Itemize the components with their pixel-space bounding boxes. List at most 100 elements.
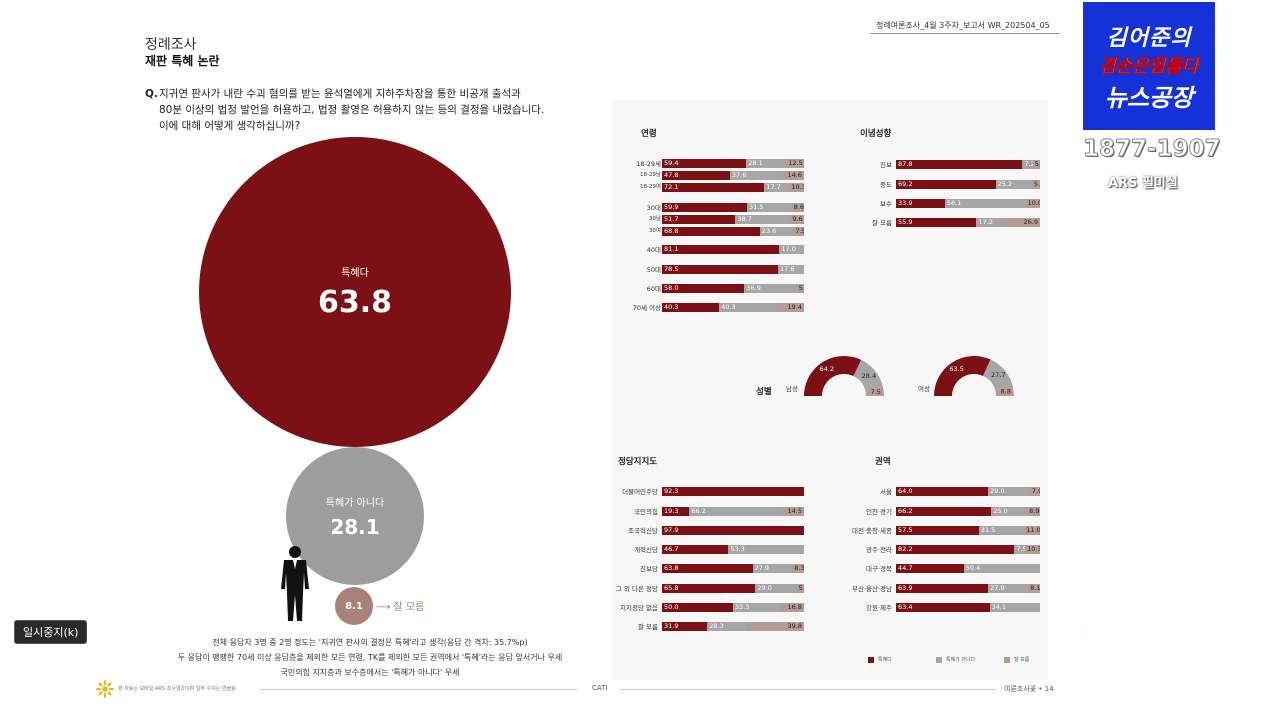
no-bubble-value: 28.1 bbox=[330, 514, 380, 539]
bar-row-label: 진보당 bbox=[640, 565, 658, 573]
bar-segment: 78.5 bbox=[662, 265, 778, 274]
bar-segment: 8.1 bbox=[1028, 584, 1040, 593]
bar-segment: 10.3 bbox=[1025, 545, 1040, 554]
bar-segment: 28.1 bbox=[746, 159, 787, 168]
legend-yes: 특혜다 bbox=[868, 656, 892, 663]
region-title: 권역 bbox=[875, 457, 891, 467]
bar-row-label: 국민의힘 bbox=[634, 508, 658, 516]
bar-segment: 33.9 bbox=[896, 199, 945, 208]
bar-segment: 81.1 bbox=[662, 245, 780, 254]
summary-line-1: 전체 응답자 3명 중 2명 정도는 '지귀연 판사의 결정은 특혜'라고 생각… bbox=[212, 638, 528, 647]
bar-row-label: 18-29남 bbox=[639, 172, 661, 178]
stacked-bar: 69.225.25.6 bbox=[896, 180, 1040, 189]
bar-segment: 14.5 bbox=[783, 507, 804, 516]
footer-divider-left bbox=[260, 689, 578, 690]
stacked-bar: 46.7 53.3 bbox=[662, 545, 804, 554]
bar-segment: 5.2 bbox=[796, 584, 804, 593]
bar-segment: 8.3 bbox=[792, 564, 804, 573]
dk-bubble: 8.1 bbox=[335, 587, 373, 625]
bar-segment: 40.3 bbox=[662, 303, 720, 312]
logo-line-3: 뉴스공장 bbox=[1104, 83, 1194, 112]
bar-row-label: 50대 bbox=[646, 266, 661, 274]
stacked-bar: 65.829.05.2 bbox=[662, 584, 804, 593]
bar-segment: 5.6 bbox=[1031, 180, 1040, 189]
bar-segment: 46.7 bbox=[662, 545, 729, 554]
bar-segment: 31.5 bbox=[747, 203, 792, 212]
yes-bubble-label: 특혜다 bbox=[341, 268, 369, 279]
bar-row-label: 30여 bbox=[648, 228, 661, 234]
stacked-bar: 55.9 17.2 26.9 bbox=[896, 218, 1040, 227]
summary-text: 전체 응답자 3명 중 2명 정도는 '지귀연 판사의 결정은 특혜'라고 생각… bbox=[160, 635, 580, 680]
bar-row-label: 중도 bbox=[880, 181, 892, 189]
yes-bubble-value: 63.8 bbox=[317, 285, 393, 320]
bar-segment: 40.3 bbox=[719, 303, 777, 312]
bar-segment: 7.2 bbox=[1022, 160, 1033, 169]
side-mark: · · · bbox=[1082, 630, 1088, 638]
bar-row-label: 18-29세 bbox=[636, 160, 661, 168]
bar-segment: 34.1 bbox=[989, 603, 1040, 612]
stacked-bar: 59.9 31.5 8.6 bbox=[662, 203, 804, 212]
bar-row-label: 30남 bbox=[648, 216, 661, 222]
stacked-bar: 64.029.07.0 bbox=[896, 487, 1040, 496]
stacked-bar: 44.7 50.4 bbox=[896, 564, 1040, 573]
summary-line-3: 국민의힘 지지층과 보수층에서는 '특혜가 아니다' 우세 bbox=[280, 668, 460, 677]
yes-bubble: 특혜다 63.8 bbox=[199, 137, 511, 447]
stacked-bar: 63.8 27.9 8.3 bbox=[662, 564, 804, 573]
footer-page: 여론조사꽃 • 14 bbox=[1004, 685, 1054, 693]
dk-bubble-value: 8.1 bbox=[345, 600, 363, 612]
stacked-bar: 57.5 31.5 11.0 bbox=[896, 526, 1040, 535]
stacked-bar: 51.7 38.7 9.6 bbox=[662, 215, 804, 224]
bar-segment: 66.2 bbox=[896, 507, 992, 516]
bar-row-label: 지지정당 없음 bbox=[620, 604, 658, 612]
section-label: 정례조사 bbox=[145, 37, 197, 53]
stacked-bar: 58.036.95.1 bbox=[662, 284, 804, 293]
bar-segment: 36.9 bbox=[744, 284, 797, 293]
bar-segment: 7.5 bbox=[1014, 545, 1026, 554]
stacked-bar: 50.0 33.3 16.8 bbox=[662, 603, 804, 612]
phone-number: 1877-1907 bbox=[1083, 136, 1222, 163]
summary-line-2: 두 응답이 팽팽한 70세 이상 응답층을 제외한 모든 연령, TK를 제외한… bbox=[177, 653, 563, 662]
bar-segment: 37.6 bbox=[729, 171, 784, 180]
bar-segment: 47.8 bbox=[662, 171, 730, 180]
bar-segment: 55.9 bbox=[896, 218, 977, 227]
bar-segment: 29.0 bbox=[755, 584, 797, 593]
footer-divider-right bbox=[620, 689, 996, 690]
bar-row-label: 더불어민주당 bbox=[622, 488, 658, 496]
stacked-bar: 92.3 bbox=[662, 487, 804, 496]
bar-segment: 31.9 bbox=[662, 622, 708, 631]
bar-segment: 14.6 bbox=[783, 171, 804, 180]
dk-label: ⟶ 잘 모름 bbox=[376, 602, 425, 613]
bar-segment: 82.2 bbox=[896, 545, 1015, 554]
bar-segment: 57.5 bbox=[896, 526, 979, 535]
stacked-bar: 40.3 40.3 19.4 bbox=[662, 303, 804, 312]
pause-button[interactable]: 일시중지(k) bbox=[14, 620, 88, 644]
bar-segment: 50.4 bbox=[963, 564, 1040, 573]
bar-row-label: 진보 bbox=[880, 161, 892, 169]
bar-segment: 8.9 bbox=[1027, 507, 1040, 516]
legend-no: 특혜가 아니다 bbox=[936, 656, 975, 663]
bar-row-label: 조국혁신당 bbox=[628, 527, 658, 535]
question-label: Q. bbox=[145, 88, 158, 100]
bar-row-label: 대구·경북 bbox=[866, 565, 892, 573]
legend-no-label: 특혜가 아니다 bbox=[946, 657, 976, 663]
person-silhouette-icon bbox=[281, 546, 309, 621]
bar-row-label: 강원·제주 bbox=[866, 604, 892, 612]
bar-segment: 26.9 bbox=[1001, 218, 1040, 227]
bar-segment: 66.2 bbox=[689, 507, 784, 516]
bar-row-label: 70세 이상 bbox=[632, 304, 661, 312]
bar-segment: 59.9 bbox=[662, 203, 748, 212]
bar-segment: 33.3 bbox=[732, 603, 781, 612]
bar-row-label: 18-29여 bbox=[639, 184, 661, 190]
bar-segment: 59.4 bbox=[662, 159, 747, 168]
bar-segment: 10.0 bbox=[1025, 199, 1040, 208]
bar-segment: 5.1 bbox=[796, 284, 804, 293]
bar-row-label: 보수 bbox=[880, 200, 892, 208]
bar-segment: 25.2 bbox=[995, 180, 1032, 189]
bar-row-label: 광주·전라 bbox=[866, 546, 892, 554]
stacked-bar: 19.3 66.2 14.5 bbox=[662, 507, 804, 516]
bar-segment: 69.2 bbox=[896, 180, 996, 189]
stacked-bar: 33.956.110.0 bbox=[896, 199, 1040, 208]
bar-segment: 44.7 bbox=[896, 564, 964, 573]
bar-row-label: 60대 bbox=[646, 285, 661, 293]
bar-segment: 11.0 bbox=[1024, 526, 1040, 535]
